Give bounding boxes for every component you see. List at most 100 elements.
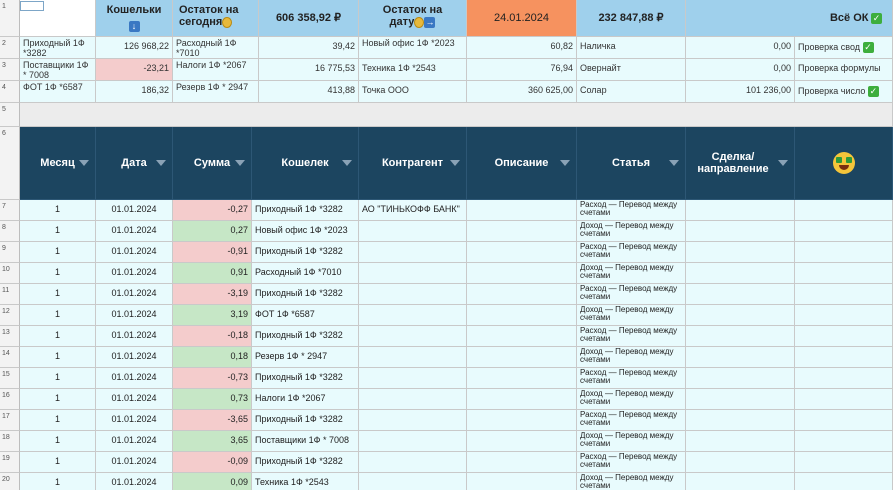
summary-value[interactable]: 76,94 [467, 59, 577, 81]
extra-cell[interactable] [795, 242, 893, 263]
month-cell[interactable]: 1 [20, 263, 96, 284]
extra-cell[interactable] [795, 473, 893, 490]
amount-cell[interactable]: 3,19 [173, 305, 252, 326]
month-cell[interactable]: 1 [20, 242, 96, 263]
article-cell[interactable]: Доход — Перевод между счетами [577, 347, 686, 368]
counterparty-cell[interactable] [359, 473, 467, 490]
month-cell[interactable]: 1 [20, 200, 96, 221]
arrow-down-icon[interactable]: ↓ [128, 20, 140, 32]
deal-cell[interactable] [686, 368, 795, 389]
summary-value[interactable]: 101 236,00 [686, 81, 795, 103]
extra-cell[interactable] [795, 347, 893, 368]
extra-cell[interactable] [795, 284, 893, 305]
summary-value[interactable]: 60,82 [467, 37, 577, 59]
deal-cell[interactable] [686, 452, 795, 473]
wallet-cell[interactable]: Расходный 1Ф *7010 [252, 263, 359, 284]
wallet-cell[interactable]: Приходный 1Ф *3282 [252, 200, 359, 221]
counterparty-cell[interactable] [359, 347, 467, 368]
counterparty-cell[interactable] [359, 410, 467, 431]
date-cell[interactable]: 01.01.2024 [96, 410, 173, 431]
article-cell[interactable]: Расход — Перевод между счетами [577, 242, 686, 263]
description-cell[interactable] [467, 221, 577, 242]
extra-cell[interactable] [795, 326, 893, 347]
summary-wallet[interactable]: Техника 1Ф *2543 [359, 59, 467, 81]
check-cell[interactable]: Проверка формулы [795, 59, 893, 81]
extra-cell[interactable] [795, 410, 893, 431]
row-number[interactable]: 4 [0, 81, 20, 103]
date-cell[interactable]: 01.01.2024 [96, 305, 173, 326]
extra-cell[interactable] [795, 368, 893, 389]
wallet-cell[interactable]: Поставщики 1Ф * 7008 [252, 431, 359, 452]
summary-wallet[interactable]: Новый офис 1Ф *2023 [359, 37, 467, 59]
month-cell[interactable]: 1 [20, 389, 96, 410]
wallet-cell[interactable]: Резерв 1Ф * 2947 [252, 347, 359, 368]
summary-value[interactable]: 0,00 [686, 59, 795, 81]
summary-value[interactable]: 39,42 [259, 37, 359, 59]
amount-cell[interactable]: -3,19 [173, 284, 252, 305]
deal-cell[interactable] [686, 389, 795, 410]
date-cell[interactable]: 01.01.2024 [96, 200, 173, 221]
row-number[interactable]: 2 [0, 37, 20, 59]
amount-cell[interactable]: 3,65 [173, 431, 252, 452]
description-cell[interactable] [467, 326, 577, 347]
counterparty-cell[interactable] [359, 221, 467, 242]
counterparty-cell[interactable] [359, 242, 467, 263]
article-cell[interactable]: Доход — Перевод между счетами [577, 431, 686, 452]
summary-wallet[interactable]: Точка ООО [359, 81, 467, 103]
row-number[interactable]: 6 [0, 127, 20, 200]
summary-value[interactable]: 413,88 [259, 81, 359, 103]
description-cell[interactable] [467, 473, 577, 490]
summary-wallet[interactable]: Резерв 1Ф * 2947 [173, 81, 259, 103]
extra-cell[interactable] [795, 263, 893, 284]
article-cell[interactable]: Расход — Перевод между счетами [577, 368, 686, 389]
month-cell[interactable]: 1 [20, 452, 96, 473]
summary-wallet[interactable]: Приходный 1Ф *3282 [20, 37, 96, 59]
summary-wallet[interactable]: Поставщики 1Ф * 7008 [20, 59, 96, 81]
wallet-cell[interactable]: Приходный 1Ф *3282 [252, 452, 359, 473]
wallets-header-cell[interactable]: Кошельки ↓ [96, 0, 173, 37]
article-cell[interactable]: Доход — Перевод между счетами [577, 473, 686, 490]
deal-cell[interactable] [686, 326, 795, 347]
deal-cell[interactable] [686, 284, 795, 305]
filter-icon[interactable] [342, 160, 352, 166]
amount-cell[interactable]: -0,73 [173, 368, 252, 389]
row-number[interactable]: 7 [0, 200, 20, 221]
month-cell[interactable]: 1 [20, 326, 96, 347]
row-number[interactable]: 19 [0, 452, 20, 473]
amount-cell[interactable]: -0,91 [173, 242, 252, 263]
date-cell[interactable]: 01.01.2024 [96, 284, 173, 305]
extra-cell[interactable] [795, 452, 893, 473]
date-cell[interactable]: 01.01.2024 [96, 263, 173, 284]
summary-value[interactable]: 126 968,22 [96, 37, 173, 59]
month-cell[interactable]: 1 [20, 410, 96, 431]
summary-value[interactable]: 16 775,53 [259, 59, 359, 81]
article-cell[interactable]: Расход — Перевод между счетами [577, 200, 686, 221]
summary-wallet[interactable]: Солар [577, 81, 686, 103]
month-cell[interactable]: 1 [20, 431, 96, 452]
check-cell[interactable]: Проверка свод ✓ [795, 37, 893, 59]
filter-icon[interactable] [669, 160, 679, 166]
wallet-cell[interactable]: Налоги 1Ф *2067 [252, 389, 359, 410]
date-cell[interactable]: 01.01.2024 [96, 368, 173, 389]
filter-icon[interactable] [156, 160, 166, 166]
wallet-cell[interactable]: ФОТ 1Ф *6587 [252, 305, 359, 326]
deal-cell[interactable] [686, 305, 795, 326]
row-number[interactable]: 12 [0, 305, 20, 326]
month-cell[interactable]: 1 [20, 347, 96, 368]
row-number[interactable]: 15 [0, 368, 20, 389]
counterparty-cell[interactable] [359, 284, 467, 305]
check-cell[interactable]: Проверка число ✓ [795, 81, 893, 103]
filter-icon[interactable] [235, 160, 245, 166]
date-cell[interactable]: 01.01.2024 [96, 452, 173, 473]
amount-cell[interactable]: 0,27 [173, 221, 252, 242]
row-number[interactable]: 1 [0, 0, 20, 37]
wallet-cell[interactable]: Приходный 1Ф *3282 [252, 410, 359, 431]
column-header-counterparty[interactable]: Контрагент [359, 127, 467, 200]
row-number[interactable]: 5 [0, 103, 20, 127]
article-cell[interactable]: Доход — Перевод между счетами [577, 305, 686, 326]
column-header-deal[interactable]: Сделка/ направление [686, 127, 795, 200]
description-cell[interactable] [467, 431, 577, 452]
amount-cell[interactable]: -0,09 [173, 452, 252, 473]
summary-wallet[interactable]: Расходный 1Ф *7010 [173, 37, 259, 59]
column-header-description[interactable]: Описание [467, 127, 577, 200]
